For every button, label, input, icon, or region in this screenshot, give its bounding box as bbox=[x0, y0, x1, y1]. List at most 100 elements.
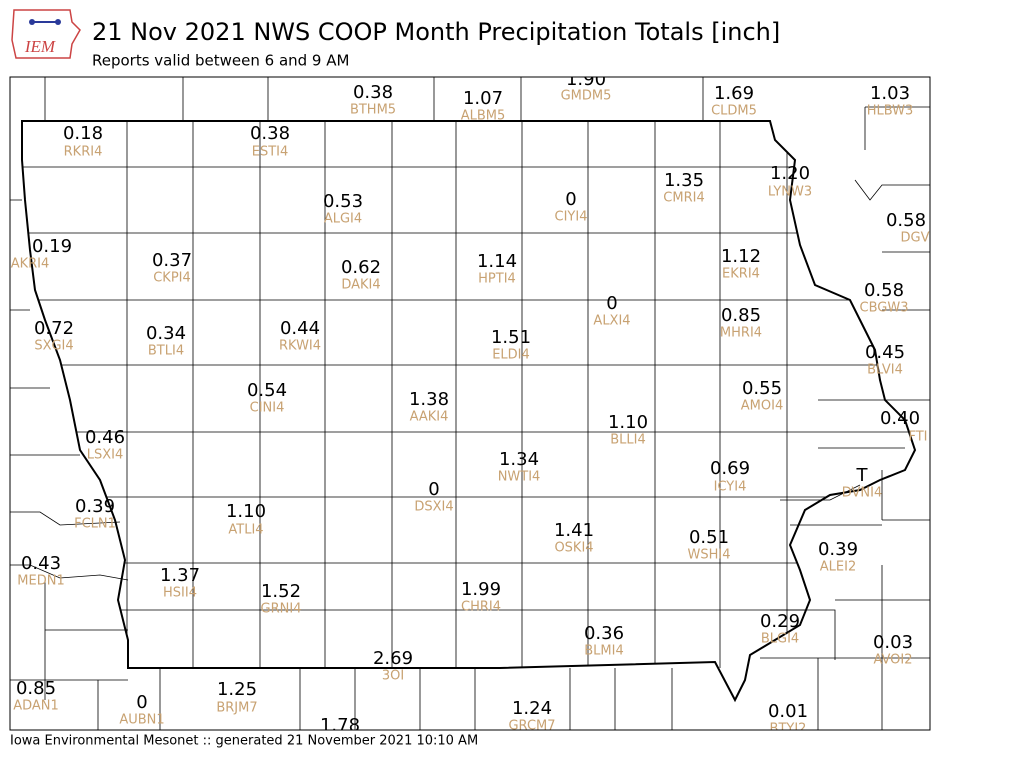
station: 1.78 bbox=[320, 715, 360, 736]
station-value: 0.58 bbox=[886, 210, 926, 231]
station-value: 0.01 bbox=[768, 701, 808, 722]
station-id: 3OI bbox=[382, 669, 404, 684]
station-value: 0.46 bbox=[85, 427, 125, 448]
station-id: BLVI4 bbox=[867, 363, 903, 378]
station-value: 1.99 bbox=[461, 579, 501, 600]
station-id: ATLI4 bbox=[228, 523, 263, 538]
station-value: 1.03 bbox=[870, 83, 910, 104]
station-id: WSHI4 bbox=[688, 548, 731, 563]
station-value: T bbox=[856, 465, 869, 486]
station-value: 0.40 bbox=[880, 408, 920, 429]
station-id: BRJM7 bbox=[216, 701, 257, 716]
station-id: BTYI2 bbox=[770, 722, 807, 737]
station-id: HSII4 bbox=[163, 586, 197, 601]
station-id: RKRI4 bbox=[64, 145, 103, 160]
station-value: 1.51 bbox=[491, 327, 531, 348]
station-value: 0.43 bbox=[21, 553, 61, 574]
station-id: CIYI4 bbox=[555, 210, 588, 225]
station-id: CMRI4 bbox=[663, 191, 704, 206]
station-value: 1.20 bbox=[770, 163, 810, 184]
station-value: 0.34 bbox=[146, 323, 186, 344]
station-value: 0.18 bbox=[63, 123, 103, 144]
station-id: RKWI4 bbox=[279, 339, 321, 354]
station-value: 1.52 bbox=[261, 581, 301, 602]
station-id: CLDM5 bbox=[711, 104, 757, 119]
station-id: CBGW3 bbox=[860, 301, 909, 316]
station-id: CHRI4 bbox=[461, 600, 501, 615]
station-id: FCLN1 bbox=[74, 517, 116, 532]
station-value: 1.37 bbox=[160, 565, 200, 586]
station-id: ALBM5 bbox=[461, 109, 506, 124]
station-value: 0.85 bbox=[721, 305, 761, 326]
station-id: SXGI4 bbox=[34, 339, 73, 354]
station-id: BTLI4 bbox=[148, 344, 184, 359]
station-id: DVNI4 bbox=[842, 486, 883, 501]
station-id: ICYI4 bbox=[714, 480, 747, 495]
station-id: LSXI4 bbox=[87, 448, 124, 463]
station-value: 0.54 bbox=[247, 380, 287, 401]
footer: Iowa Environmental Mesonet :: generated … bbox=[10, 734, 478, 749]
station-value: 0.85 bbox=[16, 678, 56, 699]
station-id: GRCM7 bbox=[508, 719, 555, 734]
station-id: ADAN1 bbox=[13, 699, 59, 714]
station-value: 1.78 bbox=[320, 715, 360, 736]
station-id: MEDN1 bbox=[17, 574, 64, 589]
state-border bbox=[21, 120, 917, 703]
station-id: HLBW3 bbox=[867, 104, 914, 119]
station-id: BLGI4 bbox=[761, 632, 799, 647]
station-id: EKRI4 bbox=[722, 267, 760, 282]
station-value: 0.03 bbox=[873, 632, 913, 653]
station-value: 0.37 bbox=[152, 250, 192, 271]
station-value: 0.38 bbox=[353, 82, 393, 103]
station-id: FTI bbox=[908, 430, 927, 445]
station-id: LYNW3 bbox=[768, 185, 812, 200]
station-value: 1.41 bbox=[554, 520, 594, 541]
station-value: 0 bbox=[606, 293, 617, 314]
station-value: 1.34 bbox=[499, 449, 539, 470]
station-id: AUBN1 bbox=[119, 713, 164, 728]
station-id: ALEI2 bbox=[820, 560, 856, 575]
station-id: AVOI2 bbox=[873, 653, 912, 668]
station-value: 1.38 bbox=[409, 389, 449, 410]
station-id: AAKI4 bbox=[410, 410, 449, 425]
station-value: 0.62 bbox=[341, 257, 381, 278]
subtitle: Reports valid between 6 and 9 AM bbox=[92, 52, 349, 70]
station-id: ESTI4 bbox=[252, 145, 289, 160]
station-value: 0.19 bbox=[32, 236, 72, 257]
